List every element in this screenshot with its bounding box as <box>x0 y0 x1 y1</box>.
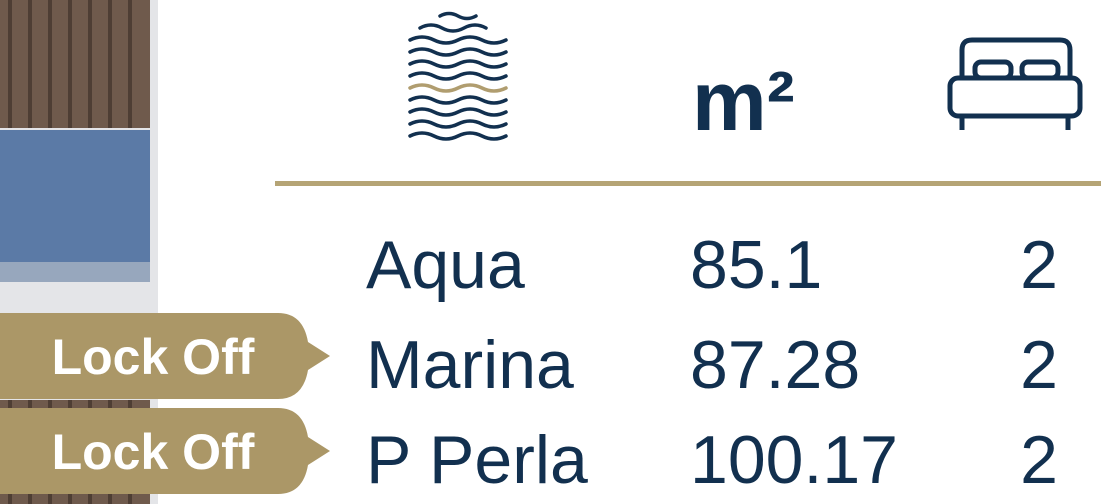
unit-bedrooms: 2 <box>1020 422 1058 498</box>
table-row: P Perla 100.17 2 Lock Off <box>0 408 1058 498</box>
unit-bedrooms: 2 <box>1020 227 1058 303</box>
unit-bedrooms: 2 <box>1020 327 1058 403</box>
table-row: Aqua 85.1 2 <box>366 227 1058 303</box>
unit-area: 85.1 <box>690 227 822 303</box>
unit-name: Marina <box>366 327 574 403</box>
bed-icon <box>950 40 1080 130</box>
page: m² Aqua 85.1 2 Marina 87.28 2 Lock Off P Perla 1… <box>0 0 1101 504</box>
badge-label: Lock Off <box>52 329 255 385</box>
table: Aqua 85.1 2 Marina 87.28 2 Lock Off P Perla 100.… <box>0 227 1058 498</box>
unit-area: 87.28 <box>690 327 860 403</box>
badge-label: Lock Off <box>52 424 255 480</box>
table-row: Marina 87.28 2 Lock Off <box>0 313 1058 403</box>
unit-name: P Perla <box>366 422 588 498</box>
area-header: m² <box>692 54 795 148</box>
divider <box>275 181 1101 186</box>
waves-icon <box>410 14 506 140</box>
lock-off-badge: Lock Off <box>0 408 330 494</box>
unit-name: Aqua <box>366 227 525 303</box>
lock-off-badge: Lock Off <box>0 313 330 399</box>
unit-area: 100.17 <box>690 422 898 498</box>
